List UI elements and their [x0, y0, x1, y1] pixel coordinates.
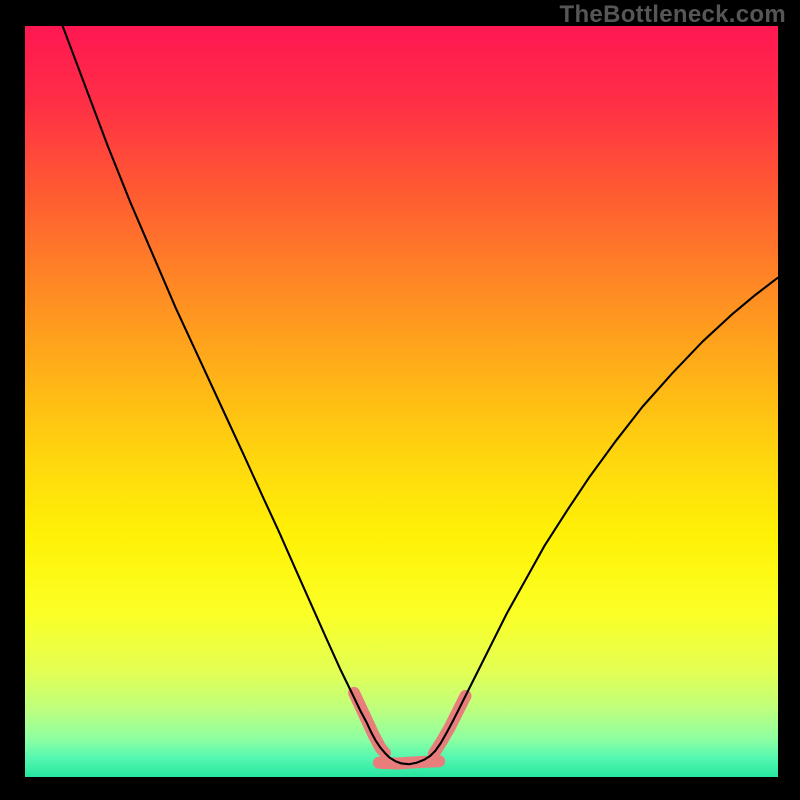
frame-border-left: [0, 0, 25, 800]
chart-plot-area: [25, 26, 778, 777]
highlight-segment-1: [379, 761, 439, 763]
watermark-text: TheBottleneck.com: [560, 1, 786, 29]
chart-background-gradient: [25, 26, 778, 777]
frame-border-right: [778, 0, 800, 800]
bottleneck-chart-svg: [25, 26, 778, 777]
frame-border-bottom: [0, 777, 800, 800]
